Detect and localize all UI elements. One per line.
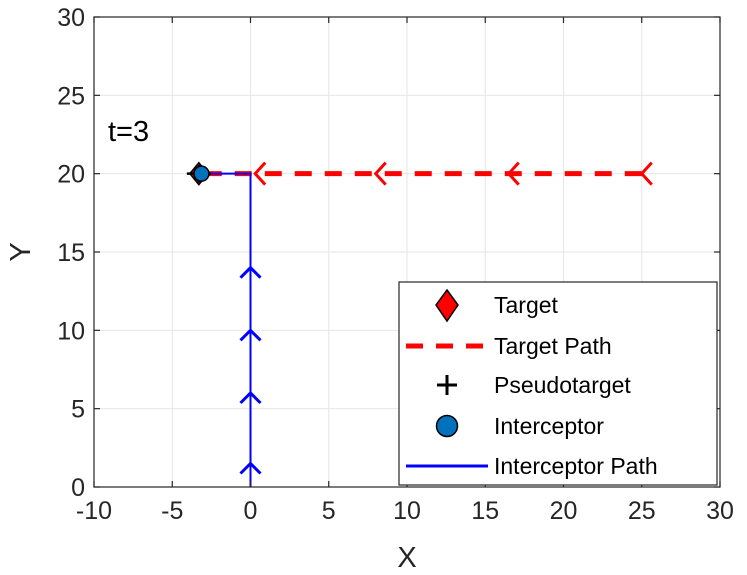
legend-plus-icon <box>437 375 457 395</box>
y-tick-label: 30 <box>57 4 85 32</box>
legend-label-target: Target <box>494 292 559 318</box>
target-path-arrowhead <box>373 161 387 186</box>
x-axis-label: X <box>397 542 416 574</box>
x-tick-label: 20 <box>550 497 578 525</box>
target-path-arrowhead <box>639 161 653 186</box>
y-tick-label: 0 <box>71 474 85 502</box>
target-path-arrowhead <box>253 161 267 186</box>
legend-label-pseudotarget: Pseudotarget <box>494 372 631 398</box>
legend-entry-pseudotarget: Pseudotarget <box>437 372 631 398</box>
y-tick-label: 20 <box>57 161 85 189</box>
legend-entry-target-path: Target Path <box>406 333 612 359</box>
tick-labels: -10 -5 0 5 10 15 20 25 30 0 5 10 15 20 25 30 <box>57 4 734 525</box>
interceptor-path-line <box>200 172 252 487</box>
legend-entry-interceptor: Interceptor <box>435 413 604 439</box>
time-annotation: t=3 <box>108 116 149 148</box>
series-layer <box>186 161 653 487</box>
interceptor-path-arrowhead <box>239 328 262 342</box>
y-tick-label: 10 <box>57 317 85 345</box>
legend-diamond-icon <box>435 288 459 323</box>
x-tick-label: -10 <box>76 497 112 525</box>
y-tick-label: 15 <box>57 239 85 267</box>
x-tick-label: -5 <box>161 497 183 525</box>
y-axis-label: Y <box>5 242 37 261</box>
x-tick-label: 0 <box>244 497 258 525</box>
x-tick-label: 25 <box>628 497 656 525</box>
x-tick-label: 30 <box>706 497 734 525</box>
y-tick-label: 5 <box>71 396 85 424</box>
legend-circle-icon <box>435 414 459 438</box>
legend-entry-interceptor-path: Interceptor Path <box>406 453 658 479</box>
interceptor-path-arrowhead <box>239 461 262 475</box>
legend: Target Target Path Pseudotarget Intercep… <box>398 281 718 486</box>
target-path-arrowhead <box>506 161 520 186</box>
interceptor-circle-marker <box>193 165 210 182</box>
legend-entry-target: Target <box>435 288 559 323</box>
legend-label-interceptor: Interceptor <box>494 413 604 439</box>
y-tick-label: 25 <box>57 82 85 110</box>
x-tick-label: 5 <box>322 497 336 525</box>
legend-label-target-path: Target Path <box>494 333 612 359</box>
x-tick-label: 10 <box>393 497 421 525</box>
x-tick-label: 15 <box>471 497 499 525</box>
legend-label-interceptor-path: Interceptor Path <box>494 453 658 479</box>
interceptor-path-arrowhead <box>239 265 262 279</box>
interceptor-path-arrowhead <box>239 390 262 405</box>
